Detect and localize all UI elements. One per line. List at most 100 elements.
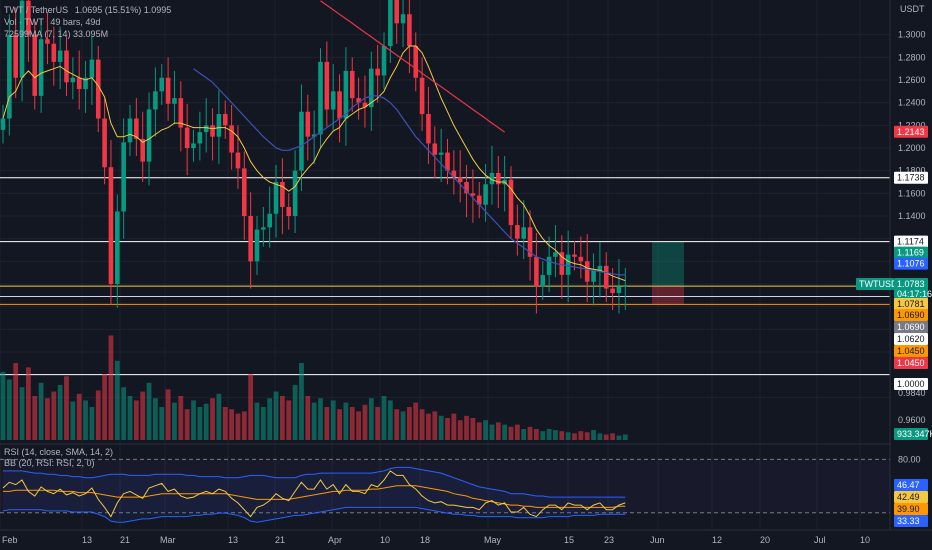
volume-bar: [464, 415, 469, 440]
price-tick-label: 1.2400: [898, 98, 926, 108]
price-tag-bg: [894, 321, 928, 333]
volume-bar: [248, 374, 254, 440]
volume-bar: [610, 433, 615, 440]
volume-bar: [318, 398, 323, 440]
volume-bar: [165, 389, 171, 440]
volume-bar: [70, 401, 76, 440]
candle-body: [407, 14, 412, 46]
price-tag-bg: [894, 235, 928, 248]
candle-body: [413, 46, 419, 78]
rsi-line: [2, 470, 626, 518]
price-tag-bg: [894, 515, 928, 527]
candle-body: [19, 0, 25, 78]
axis-currency-label: USDT: [900, 4, 925, 14]
volume-bar: [229, 409, 234, 440]
time-tick-label: 18: [420, 535, 430, 545]
price-tag-label: 1.0450: [897, 358, 925, 368]
candle-body: [597, 265, 603, 271]
ma-slow-line: [320, 0, 505, 133]
volume-bar: [572, 433, 577, 440]
volume-bar: [19, 387, 25, 440]
candle-body: [369, 68, 374, 108]
candle-body: [432, 143, 438, 155]
volume-bar: [362, 404, 368, 440]
price-tag-label: 1.2143: [897, 127, 925, 137]
volume-bar: [235, 413, 241, 440]
volume-bar: [483, 420, 488, 440]
time-tick-label: 10: [380, 535, 390, 545]
price-tag-bg: [894, 288, 928, 300]
price-tag-label: 1.0690: [897, 310, 925, 320]
candle-body: [623, 285, 628, 287]
ma-fast-line: [2, 45, 626, 282]
volume-bar: [426, 413, 431, 440]
time-tick-label: Jun: [650, 535, 665, 545]
candle-body: [7, 34, 12, 119]
volume-bar: [603, 434, 609, 440]
candle-body: [286, 206, 292, 216]
volume-bar: [343, 402, 349, 440]
candle-body: [146, 109, 152, 162]
candle-body: [26, 0, 31, 35]
volume-bar: [260, 407, 266, 440]
price-tick-label: 1.2000: [898, 143, 926, 153]
volume-bar: [6, 379, 12, 440]
price-tag-bg: [894, 345, 928, 357]
candle-body: [419, 77, 425, 114]
candle-body: [584, 261, 590, 282]
candle-body: [57, 50, 63, 62]
volume-bar: [153, 398, 158, 440]
volume-bar: [451, 413, 457, 440]
price-tag-bg: [894, 278, 928, 290]
candle-body: [610, 288, 615, 294]
candle-body: [508, 179, 514, 226]
candle-body: [591, 270, 596, 282]
candle-body: [324, 61, 330, 110]
candle-body: [191, 143, 196, 148]
time-tick-label: Jul: [814, 535, 826, 545]
volume-bar: [527, 426, 533, 440]
volume-bar: [45, 398, 50, 440]
candle-body: [603, 265, 609, 289]
volume-bar: [445, 418, 450, 440]
candle-body: [267, 213, 272, 228]
volume-bar: [13, 363, 19, 440]
price-tick-label: 1.2600: [898, 75, 926, 85]
volume-bar: [578, 431, 584, 440]
ma-mid-line: [193, 68, 626, 276]
rsi-ma-line: [3, 485, 626, 508]
candle-body: [330, 91, 336, 110]
price-tick-label: 0.9840: [898, 388, 926, 398]
time-tick-label: 10: [860, 535, 870, 545]
price-tag-label: 33.33: [897, 516, 920, 526]
candle-body: [222, 114, 228, 126]
candle-body: [394, 0, 399, 24]
volume-bar: [299, 363, 304, 440]
candle-body: [102, 118, 107, 168]
candle-body: [242, 168, 247, 216]
volume-bar: [108, 335, 114, 440]
time-tick-label: Apr: [328, 535, 342, 545]
volume-bar: [191, 400, 196, 440]
volume-bar: [438, 415, 444, 440]
price-tag-label: 1.0620: [897, 334, 925, 344]
candle-body: [248, 216, 253, 262]
time-tick-label: 21: [120, 535, 130, 545]
volume-bar: [32, 396, 38, 440]
volume-bar: [127, 396, 133, 440]
legend-ohlc: 1.0695 (15.51%) 1.0995: [74, 5, 172, 15]
volume-bar: [178, 396, 184, 440]
price-tag-bg: [894, 378, 928, 390]
price-tick-label: 1.3000: [898, 30, 926, 40]
candle-body: [32, 34, 38, 96]
candle-body: [318, 61, 323, 135]
bb-lower-line: [2, 506, 626, 523]
legend-bb-label: BB (20, RSI: RSI, 2, 0): [4, 458, 95, 468]
candle-body: [229, 125, 234, 153]
candle-body: [483, 184, 488, 205]
candle-body: [534, 256, 539, 287]
volume-bar: [546, 429, 552, 440]
volume-bar: [38, 382, 44, 440]
volume-bar: [241, 411, 247, 440]
